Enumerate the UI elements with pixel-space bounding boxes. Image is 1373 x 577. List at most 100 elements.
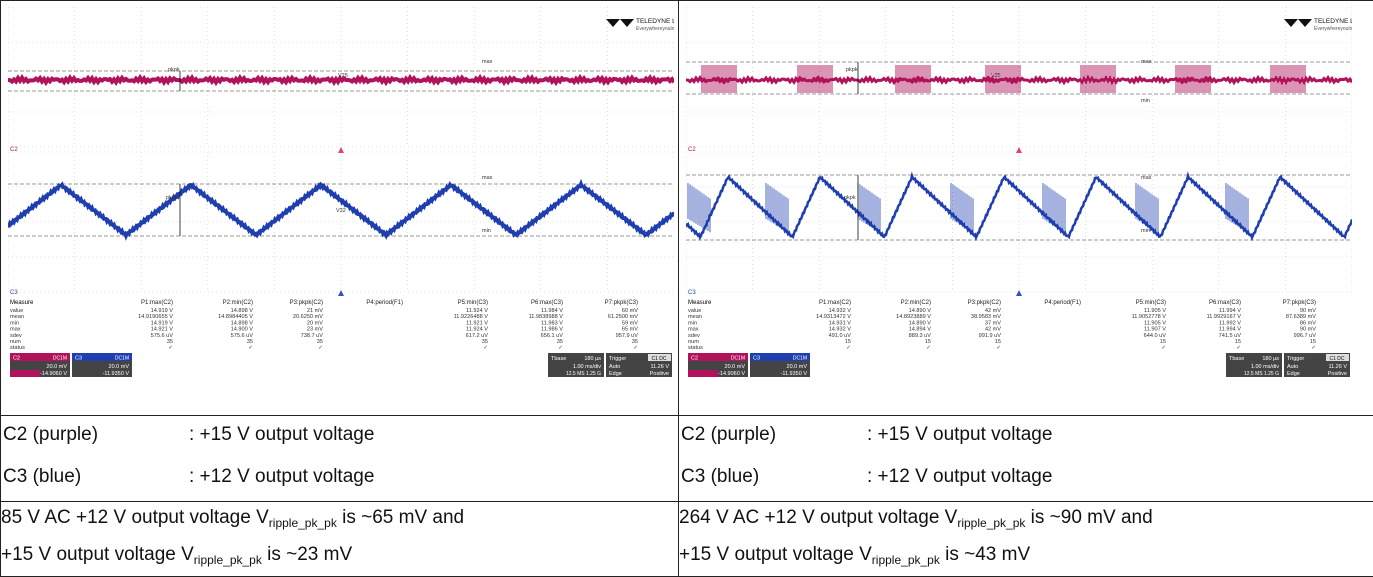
measure-header: P6:max(C3) (1209, 300, 1241, 306)
measure-cell: mean (10, 314, 24, 320)
note-subscript: ripple_pk_pk (194, 553, 262, 567)
timebase-rate: 1.00 ms/div (1251, 364, 1279, 370)
trigger-ch: C1 DC (651, 356, 666, 362)
measure-cell: 14.894 V (909, 327, 932, 333)
legend-row-c3: C3 (blue) : +12 V output voltage (1, 458, 678, 500)
measure-cell: 42 mV (985, 327, 1001, 333)
measure-cell: 15 (1160, 339, 1166, 345)
channel-box-vdiv: 20.0 mV (47, 364, 68, 370)
trigger-type: Edge (1287, 371, 1300, 377)
trigger-mode: Auto (1287, 364, 1298, 370)
measure-cell: ✓ (1311, 345, 1316, 351)
channel-box-highlight (688, 370, 718, 377)
measure-cell: 11.921 V (466, 320, 488, 326)
measure-cell: 15 (925, 339, 931, 345)
channel-box-offset: -11.9350 V (780, 371, 807, 377)
legend-row-c3: C3 (blue) : +12 V output voltage (679, 458, 1373, 500)
logo-tagline: Everywhereyoulook (636, 26, 674, 32)
measure-cell: 996.7 uV (1294, 333, 1317, 339)
measure-cell: 11.986 V (541, 327, 563, 333)
measure-header: P3:pkpk(C2) (968, 300, 1001, 306)
note-text: +15 V output voltage V (1, 544, 194, 565)
legend-channel-desc: : +15 V output voltage (867, 424, 1052, 446)
measure-cell: 11.924 V (466, 308, 488, 314)
note-cell-left: 85 V AC +12 V output voltage V ripple_pk_… (1, 502, 679, 577)
measure-header: Measure (10, 300, 34, 306)
channel-label: C2 (688, 147, 696, 153)
logo-brand: TELEDYNE LECROY (636, 18, 674, 25)
measure-cell: 14.921 V (151, 327, 174, 333)
ripple-note-line2: +15 V output voltage Vripple_pk_pk is ~2… (1, 539, 678, 576)
marker-label: max (1141, 175, 1152, 181)
trigger-level: 11.26 V (1328, 364, 1347, 370)
measure-cell: 14.919 V (151, 320, 174, 326)
measure-cell: 575.6 uV (231, 333, 254, 339)
legend-cell-right: C2 (purple) : +15 V output voltage C3 (b… (679, 416, 1373, 502)
measure-cell: 20.6250 mV (293, 314, 323, 320)
measure-cell: ✓ (318, 345, 323, 351)
measure-cell: 38.9583 mV (971, 314, 1001, 320)
legend-row-c2: C2 (purple) : +15 V output voltage (679, 416, 1373, 458)
measure-cell: ✓ (1236, 345, 1241, 351)
measure-header: Measure (688, 300, 712, 306)
trigger-label: Trigger (1287, 356, 1304, 362)
channel-label: C2 (10, 147, 18, 153)
measure-cell: 11.984 V (541, 308, 563, 314)
note-text: is ~23 mV (262, 544, 352, 565)
note-text: is ~43 mV (940, 544, 1030, 565)
marker-label: max (1141, 59, 1152, 65)
measure-cell: max (10, 327, 21, 333)
measure-header: P7:pkpk(C3) (1283, 300, 1316, 306)
marker-label: min (1141, 228, 1150, 234)
marker-label: pkpk (846, 67, 858, 73)
marker-label: V25 (991, 73, 1001, 79)
measure-header: P2:min(C2) (901, 300, 931, 306)
measure-cell: 11.992 V (1219, 320, 1241, 326)
measure-cell: 15 (1310, 339, 1316, 345)
channel-label: C3 (688, 290, 696, 296)
marker-label: pkpk (844, 195, 856, 201)
note-cell-right: 264 V AC +12 V output voltage Vripple_pk… (679, 502, 1373, 577)
measure-cell: 14.898 V (231, 320, 254, 326)
timebase-rate: 1.00 ms/div (573, 364, 601, 370)
measure-cell: ✓ (633, 345, 638, 351)
note-text: 264 V AC +12 V output voltage V (679, 507, 957, 528)
measure-cell: 491.0 uV (829, 333, 852, 339)
measure-header: P1:max(C2) (819, 300, 851, 306)
measure-cell: 35 (247, 339, 253, 345)
measure-cell: 14.919 V (151, 308, 174, 314)
measure-cell: 575.6 uV (151, 333, 174, 339)
measure-header: P6:max(C3) (531, 300, 563, 306)
measure-cell: 14.932 V (829, 308, 852, 314)
trigger-type: Edge (609, 371, 622, 377)
note-text: is ~65 mV and (337, 507, 464, 528)
measure-cell: 90 mV (1300, 327, 1316, 333)
ripple-note-line2: +15 V output voltage Vripple_pk_pk is ~4… (679, 539, 1373, 576)
measure-cell: 11.994 V (1219, 308, 1241, 314)
measure-cell: 14.898 V (231, 308, 254, 314)
measure-cell: 11.9226488 V (454, 314, 489, 320)
note-text: 85 V AC +12 V output voltage V (1, 507, 269, 528)
measure-cell: status (688, 345, 703, 351)
measure-cell: 957.9 uV (616, 333, 639, 339)
measure-header: P3:pkpk(C2) (290, 300, 323, 306)
measure-cell: 14.932 V (829, 327, 852, 333)
marker-label: V32 (336, 208, 346, 214)
measure-cell: ✓ (1161, 345, 1166, 351)
measure-cell: 14.890 V (909, 308, 932, 314)
channel-box-coupling: DC1M (731, 356, 745, 362)
channel-box-name: C2 (13, 356, 20, 362)
measure-cell: 35 (557, 339, 563, 345)
measure-cell: 11.994 V (1219, 327, 1241, 333)
measure-cell: 14.890 V (909, 320, 932, 326)
timebase-samples: 12.5 MS 1.25 G (566, 371, 601, 377)
measure-header: P1:max(C2) (141, 300, 173, 306)
trigger-level: 11.26 V (650, 364, 669, 370)
